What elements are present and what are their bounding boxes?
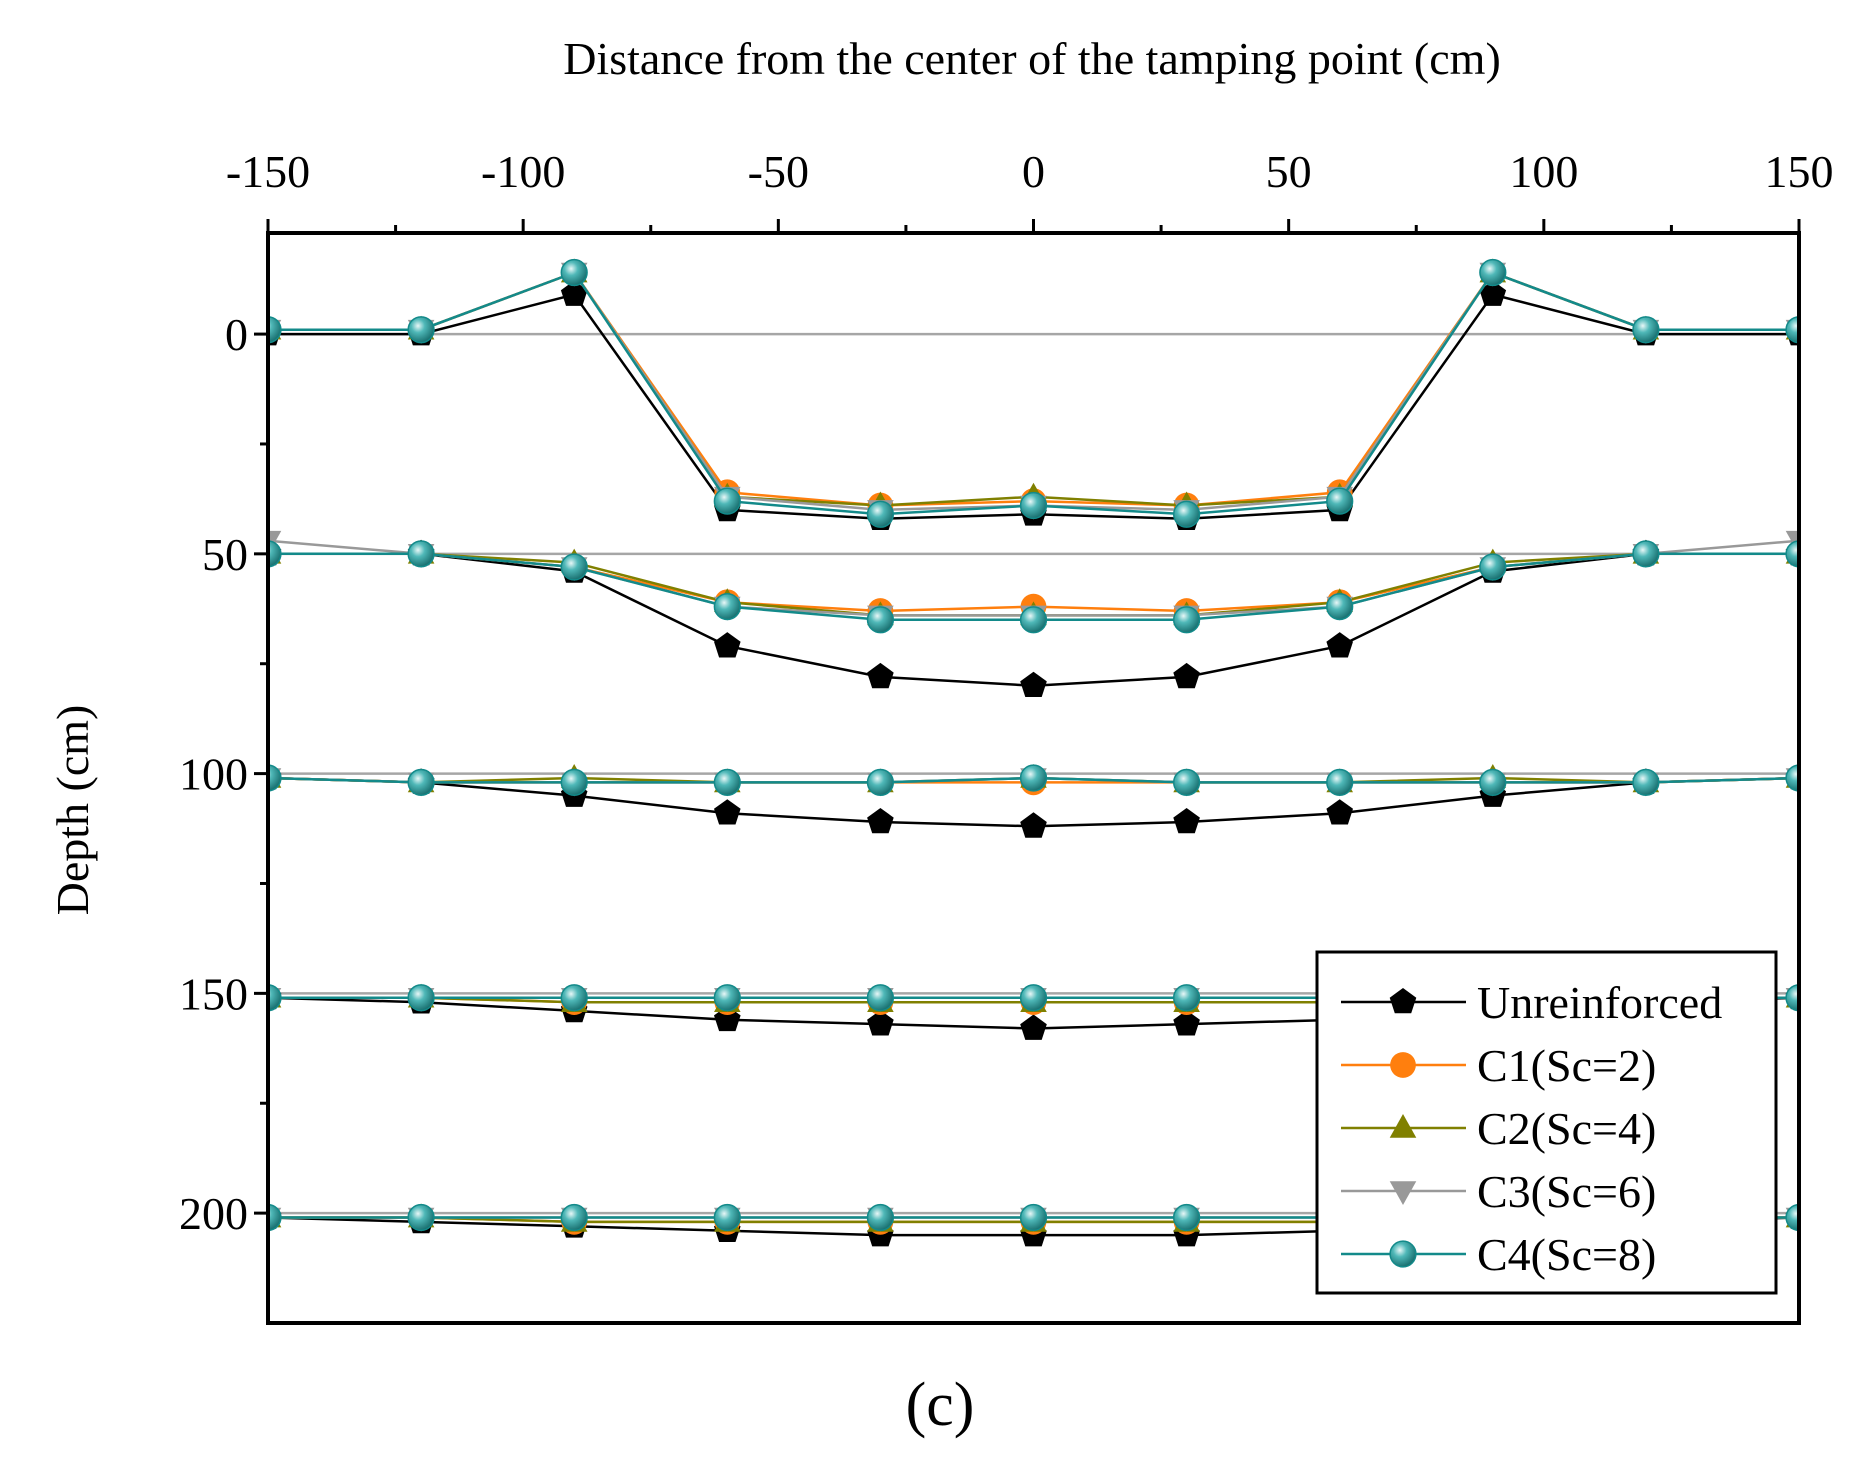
data-point: [1479, 280, 1507, 306]
data-point: [1019, 606, 1048, 634]
legend-label: C1(Sc=2): [1477, 1040, 1656, 1091]
data-point: [1326, 592, 1354, 621]
y-tick-label: 50: [202, 529, 248, 580]
data-point: [1173, 808, 1200, 834]
data-point: [1020, 671, 1047, 697]
data-point: [1172, 768, 1201, 797]
legend-items: Unreinforced C1(Sc=2) C2(Sc=4) C3(Sc=6) C4(S…: [1341, 977, 1722, 1280]
data-point: [713, 984, 741, 1012]
data-point: [1173, 1010, 1200, 1036]
data-point: [866, 1203, 895, 1232]
x-tick-label: 50: [1266, 146, 1312, 197]
panel-label: (c): [906, 1371, 975, 1439]
data-point: [560, 280, 588, 306]
legend: Unreinforced C1(Sc=2) C2(Sc=4) C3(Sc=6) C4(S…: [1315, 950, 1778, 1295]
data-point: [1020, 1014, 1047, 1040]
data-point: [1172, 606, 1201, 634]
x-tick-label: 150: [1765, 146, 1834, 197]
legend-marker: [1389, 1240, 1417, 1268]
data-point: [1019, 764, 1048, 792]
y-tick-label: 150: [179, 968, 248, 1019]
data-point: [1479, 553, 1507, 581]
data-point: [714, 799, 741, 825]
x-tick-label: 100: [1509, 146, 1578, 197]
data-point: [407, 984, 435, 1012]
x-axis: -150 -100 -50 0 50 100 150: [226, 146, 1834, 233]
data-point: [268, 316, 282, 344]
series-line: [268, 271, 1799, 512]
x-tick-label: -50: [748, 146, 809, 197]
series-line: [268, 271, 1799, 507]
data-point: [714, 632, 741, 658]
y-tick-label: 200: [179, 1188, 248, 1239]
data-point: [866, 768, 895, 797]
data-point: [713, 487, 741, 515]
data-point: [866, 984, 895, 1012]
y-axis-title: Depth (cm): [47, 705, 98, 916]
x-tick-label: 0: [1022, 146, 1045, 197]
data-point: [268, 984, 282, 1012]
data-point: [268, 1203, 282, 1232]
data-point: [1632, 540, 1660, 568]
data-point: [268, 540, 282, 568]
y-tick-label: 100: [179, 749, 248, 800]
series-line: [268, 271, 1799, 516]
legend-label: C3(Sc=6): [1477, 1166, 1656, 1217]
data-point: [713, 1203, 741, 1232]
data-point: [1019, 1203, 1048, 1232]
x-axis-title: Distance from the center of the tamping …: [563, 33, 1501, 84]
data-point: [1479, 768, 1507, 797]
legend-label: C2(Sc=4): [1477, 1103, 1656, 1154]
data-point: [1632, 768, 1660, 797]
x-tick-label: -150: [226, 146, 310, 197]
data-point: [1326, 768, 1354, 797]
legend-label: C4(Sc=8): [1477, 1229, 1656, 1280]
data-point: [1326, 799, 1353, 825]
legend-marker: [1389, 1181, 1417, 1205]
data-point: [1172, 500, 1201, 528]
data-point: [1173, 662, 1200, 689]
data-point: [1326, 487, 1354, 515]
data-point: [560, 553, 588, 581]
data-point: [560, 768, 588, 797]
x-tick-label: -100: [481, 146, 565, 197]
data-point: [560, 1203, 588, 1232]
data-point: [867, 662, 894, 689]
data-point: [1019, 491, 1048, 520]
data-point: [407, 1203, 435, 1232]
data-point: [560, 258, 588, 287]
y-axis: 0 50 100 150 200: [179, 309, 268, 1239]
data-point: [1020, 812, 1047, 838]
legend-marker: [1390, 1052, 1416, 1078]
y-tick-label: 0: [225, 309, 248, 360]
data-point: [866, 500, 895, 528]
data-point: [1019, 984, 1048, 1012]
legend-label: Unreinforced: [1477, 977, 1722, 1028]
data-point: [1632, 316, 1660, 344]
data-point: [268, 764, 282, 792]
data-point: [407, 540, 435, 568]
data-point: [1326, 632, 1353, 658]
data-point: [407, 316, 435, 344]
data-point: [1172, 1203, 1201, 1232]
series-line: [268, 271, 1799, 507]
data-point: [713, 592, 741, 621]
data-point: [407, 768, 435, 797]
legend-marker: [1389, 1114, 1417, 1138]
data-point: [867, 1010, 894, 1036]
legend-marker: [1389, 988, 1417, 1014]
data-point: [560, 984, 588, 1012]
data-point: [1479, 258, 1507, 287]
data-point: [1172, 984, 1201, 1012]
data-point: [867, 808, 894, 834]
data-point: [713, 768, 741, 797]
data-point: [866, 606, 895, 634]
